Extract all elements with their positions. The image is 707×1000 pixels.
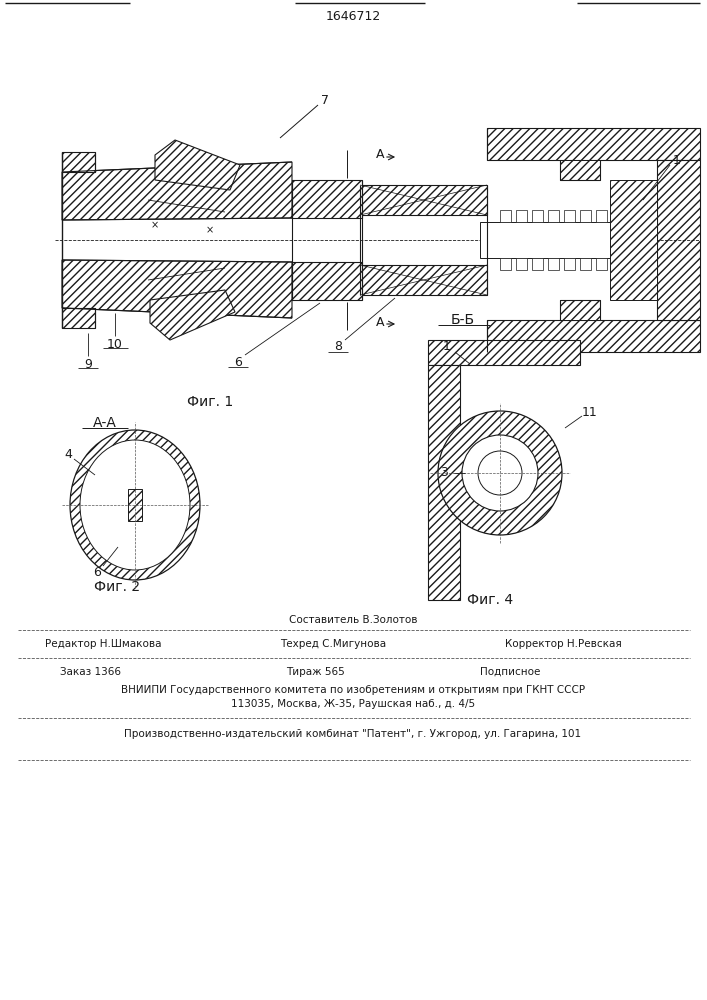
Text: ×: × <box>204 299 212 309</box>
Text: Заказ 1366: Заказ 1366 <box>59 667 120 677</box>
Text: ×: × <box>206 174 214 184</box>
Text: Фиг. 4: Фиг. 4 <box>467 593 513 607</box>
Polygon shape <box>532 258 543 270</box>
Polygon shape <box>360 185 487 215</box>
Polygon shape <box>500 258 511 270</box>
Ellipse shape <box>80 440 190 570</box>
Text: ВНИИПИ Государственного комитета по изобретениям и открытиям при ГКНТ СССР: ВНИИПИ Государственного комитета по изоб… <box>121 685 585 695</box>
Polygon shape <box>150 290 235 340</box>
Polygon shape <box>155 140 240 190</box>
Polygon shape <box>360 265 487 295</box>
Polygon shape <box>128 489 142 521</box>
Text: 11: 11 <box>582 406 598 418</box>
Text: A: A <box>375 148 384 161</box>
Circle shape <box>478 451 522 495</box>
Ellipse shape <box>70 430 200 580</box>
Text: 4: 4 <box>64 448 72 462</box>
Polygon shape <box>62 162 292 220</box>
Polygon shape <box>516 210 527 222</box>
Text: 6: 6 <box>234 356 242 368</box>
Text: 9: 9 <box>84 359 92 371</box>
Text: Фиг. 1: Фиг. 1 <box>187 395 233 409</box>
Polygon shape <box>560 160 600 180</box>
Polygon shape <box>548 210 559 222</box>
Circle shape <box>438 411 562 535</box>
Polygon shape <box>564 210 575 222</box>
Polygon shape <box>62 308 95 328</box>
Polygon shape <box>657 160 700 320</box>
Text: ×: × <box>206 225 214 235</box>
Polygon shape <box>62 152 95 172</box>
Polygon shape <box>480 222 612 258</box>
Text: Производственно-издательский комбинат "Патент", г. Ужгород, ул. Гагарина, 101: Производственно-издательский комбинат "П… <box>124 729 582 739</box>
Polygon shape <box>560 300 600 320</box>
Polygon shape <box>428 340 580 365</box>
Polygon shape <box>596 258 607 270</box>
Polygon shape <box>62 260 292 318</box>
Text: ×: × <box>154 169 162 179</box>
Text: А-А: А-А <box>93 416 117 430</box>
Polygon shape <box>580 210 591 222</box>
Polygon shape <box>596 210 607 222</box>
Text: Редактор Н.Шмакова: Редактор Н.Шмакова <box>45 639 161 649</box>
Text: Корректор Н.Ревская: Корректор Н.Ревская <box>505 639 621 649</box>
Text: Подписное: Подписное <box>480 667 540 677</box>
Text: 1: 1 <box>443 340 451 354</box>
Circle shape <box>462 435 538 511</box>
Polygon shape <box>500 210 511 222</box>
Polygon shape <box>292 262 362 300</box>
Polygon shape <box>564 258 575 270</box>
Text: 1646712: 1646712 <box>325 9 380 22</box>
Text: 3: 3 <box>440 466 448 480</box>
Text: Фиг. 2: Фиг. 2 <box>94 580 140 594</box>
Text: ×: × <box>151 220 159 230</box>
Polygon shape <box>487 128 700 160</box>
Polygon shape <box>516 258 527 270</box>
Text: 1: 1 <box>673 153 681 166</box>
Polygon shape <box>532 210 543 222</box>
Text: 10: 10 <box>107 338 123 352</box>
Text: 6: 6 <box>93 566 101 578</box>
Text: Б-Б: Б-Б <box>451 313 475 327</box>
Text: Тираж 565: Тираж 565 <box>286 667 344 677</box>
Polygon shape <box>487 320 700 352</box>
Polygon shape <box>580 258 591 270</box>
Polygon shape <box>548 258 559 270</box>
Text: A: A <box>375 316 384 328</box>
Polygon shape <box>610 180 657 300</box>
Text: Техред С.Мигунова: Техред С.Мигунова <box>280 639 386 649</box>
Text: ×: × <box>151 303 159 313</box>
Text: Составитель В.Золотов: Составитель В.Золотов <box>288 615 417 625</box>
Polygon shape <box>428 365 460 600</box>
Polygon shape <box>292 180 362 218</box>
Text: 8: 8 <box>334 340 342 354</box>
Text: 7: 7 <box>321 94 329 106</box>
Text: 113035, Москва, Ж-35, Раушская наб., д. 4/5: 113035, Москва, Ж-35, Раушская наб., д. … <box>231 699 475 709</box>
